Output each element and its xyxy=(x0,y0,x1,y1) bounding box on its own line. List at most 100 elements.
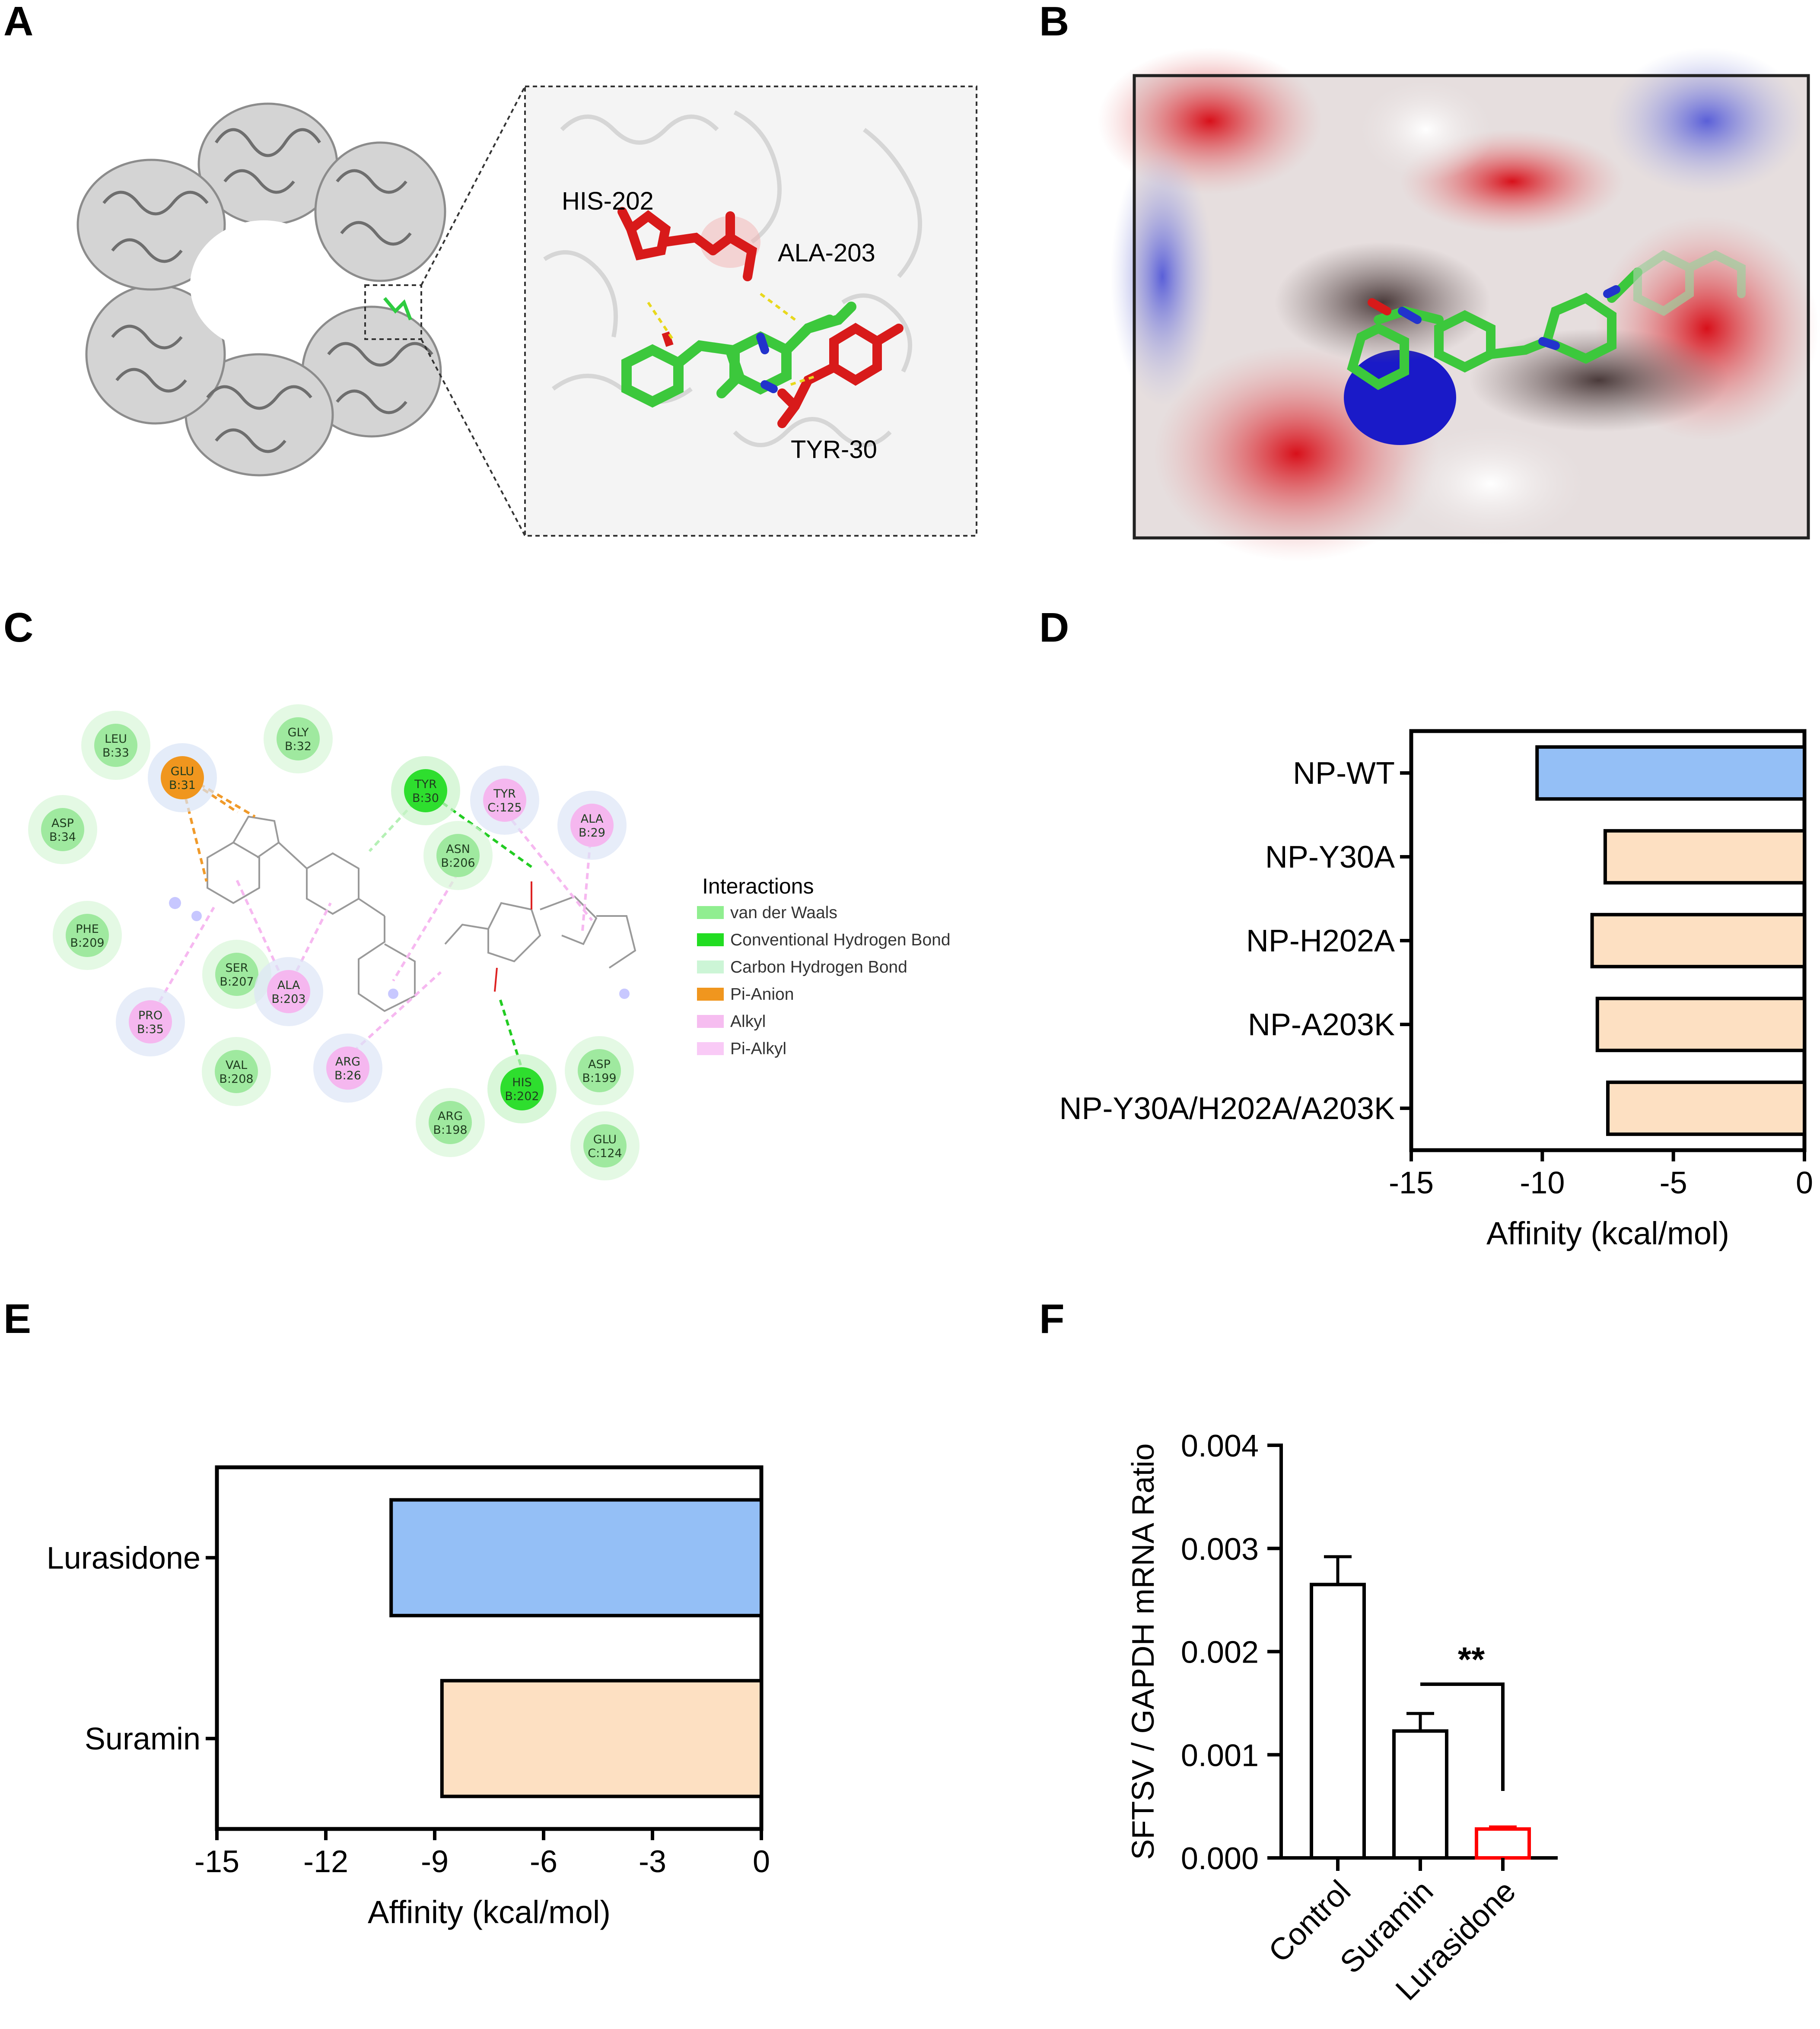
residue-bubble xyxy=(66,914,109,957)
x-tick-label: 0 xyxy=(753,1845,770,1879)
residue-name: ALA xyxy=(277,979,300,992)
residue-name: ARG xyxy=(335,1055,360,1069)
category-label: NP-WT xyxy=(1293,756,1395,791)
panel-b-electrostatic-surface xyxy=(1098,48,1819,562)
panel-e-bar-chart: Lurasidone Suramin -15 -12 -9 -6 -3 0 Affinity (… xyxy=(47,1465,770,1930)
panel-a-zoom-inset: HIS-202 ALA-203 TYR-30 xyxy=(524,86,977,537)
residue-chain: B:35 xyxy=(137,1023,164,1036)
x-tick-label: -9 xyxy=(421,1845,449,1879)
residue-bubble xyxy=(326,1046,369,1090)
legend-swatch xyxy=(697,906,724,919)
residue-name: GLU xyxy=(593,1133,617,1146)
residue-chain: B:202 xyxy=(505,1090,539,1103)
x-tick-label: -5 xyxy=(1660,1166,1687,1200)
panel-letter-d: D xyxy=(1039,604,1069,651)
legend-swatch xyxy=(697,933,724,946)
panel-letter-b: B xyxy=(1039,0,1069,45)
legend-swatch xyxy=(697,1015,724,1028)
panel-f-bar-chart: 0.000 0.001 0.002 0.003 0.004 SFTSV / GAPDH m… xyxy=(1126,1429,1558,2007)
residue-bubble xyxy=(578,1049,621,1092)
legend-swatch xyxy=(697,988,724,1001)
residue-chain: B:29 xyxy=(579,826,605,840)
residue-name: SER xyxy=(226,961,248,975)
bar-np-y30a xyxy=(1603,829,1807,885)
residue-bubble xyxy=(583,1124,627,1167)
residue-bubble xyxy=(161,756,204,799)
residue-name: ASN xyxy=(446,843,470,856)
residue-name: VAL xyxy=(226,1059,247,1072)
residue-name: TYR xyxy=(493,787,516,801)
residue-name: LEU xyxy=(105,732,127,746)
residue-label-his202: HIS-202 xyxy=(562,187,654,215)
bar-lurasidone xyxy=(1475,1827,1531,1860)
residue-chain: B:208 xyxy=(219,1072,253,1086)
category-label: NP-Y30A xyxy=(1265,840,1395,875)
legend-swatch xyxy=(697,960,724,973)
y-tick-label: 0.002 xyxy=(1181,1635,1259,1670)
residue-chain: B:206 xyxy=(441,856,475,870)
significance-bracket xyxy=(1420,1682,1505,1791)
residue-name: GLY xyxy=(288,726,309,739)
residue-name: ASP xyxy=(51,817,74,830)
category-label: NP-Y30A/H202A/A203K xyxy=(1060,1091,1395,1126)
category-label: NP-A203K xyxy=(1248,1008,1395,1042)
category-label: NP-H202A xyxy=(1246,924,1395,958)
bar-np-wt xyxy=(1535,745,1806,801)
category-label: Lurasidone xyxy=(47,1541,200,1575)
y-tick-label: 0.001 xyxy=(1181,1738,1259,1773)
legend-label: Alkyl xyxy=(730,1012,766,1031)
x-tick-label: -12 xyxy=(303,1845,348,1879)
legend-swatch xyxy=(697,1042,724,1055)
residue-bubble xyxy=(500,1067,544,1110)
y-axis-label: SFTSV / GAPDH mRNA Ratio xyxy=(1126,1443,1161,1860)
x-tick-label: -15 xyxy=(1389,1166,1434,1200)
residue-name: ALA xyxy=(581,812,604,826)
panel-letter-c: C xyxy=(3,604,33,651)
bar-suramin xyxy=(440,1679,763,1798)
x-tick-label: -3 xyxy=(639,1845,666,1879)
residue-bubble xyxy=(404,769,447,812)
residue-bubble xyxy=(436,834,480,877)
residue-name: GLU xyxy=(171,765,194,778)
residue-chain: B:30 xyxy=(412,792,439,805)
residue-label-tyr30: TYR-30 xyxy=(791,436,877,464)
x-axis-label: Affinity (kcal/mol) xyxy=(368,1894,611,1930)
residue-name: ASP xyxy=(588,1058,611,1071)
residue-name: PHE xyxy=(76,922,99,936)
panel-letter-a: A xyxy=(3,0,33,45)
residue-chain: C:124 xyxy=(588,1147,622,1160)
legend-title: Interactions xyxy=(702,874,814,898)
residue-chain: B:198 xyxy=(433,1123,467,1137)
legend-label: Pi-Alkyl xyxy=(730,1040,786,1058)
residue-name: HIS xyxy=(512,1076,531,1089)
bar-lurasidone xyxy=(389,1498,763,1618)
x-axis-label: Affinity (kcal/mol) xyxy=(1486,1215,1729,1251)
residue-bubble xyxy=(483,779,526,822)
legend-label: Conventional Hydrogen Bond xyxy=(730,931,951,949)
panel-a-protein-overview xyxy=(76,86,526,536)
legend-label: Pi-Anion xyxy=(730,985,794,1004)
legend-label: Carbon Hydrogen Bond xyxy=(730,958,907,976)
residue-bubble xyxy=(94,724,137,767)
residue-bubble xyxy=(41,808,84,851)
panel-letter-f: F xyxy=(1039,1296,1065,1342)
y-tick-label: 0.004 xyxy=(1181,1429,1259,1463)
y-tick-label: 0.003 xyxy=(1181,1532,1259,1567)
residue-bubble xyxy=(429,1101,472,1144)
panel-letter-e: E xyxy=(3,1296,31,1342)
residue-chain: B:33 xyxy=(102,746,129,760)
legend-label: van der Waals xyxy=(730,903,837,922)
